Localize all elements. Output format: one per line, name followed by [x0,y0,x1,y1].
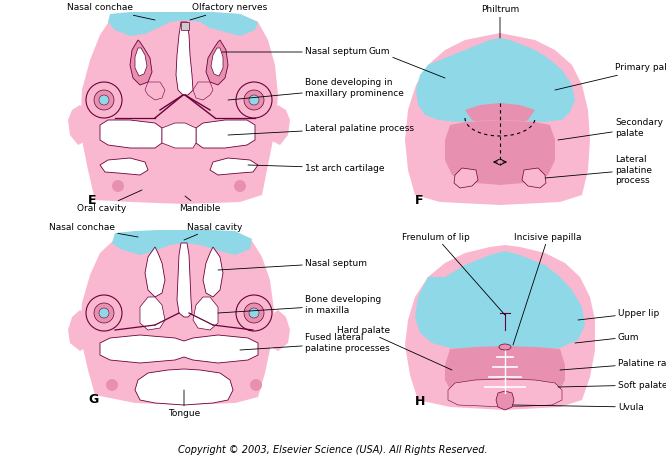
Polygon shape [454,168,478,188]
Text: Palatine raphe: Palatine raphe [560,359,666,370]
Polygon shape [100,158,148,175]
Polygon shape [405,245,595,410]
Text: Bone developing in
maxillary prominence: Bone developing in maxillary prominence [228,78,404,100]
Polygon shape [177,243,192,317]
Polygon shape [193,82,213,100]
Polygon shape [140,297,165,330]
Text: Philtrum: Philtrum [481,6,519,38]
Polygon shape [112,230,252,255]
Polygon shape [445,346,565,403]
Text: Lateral
palatine
process: Lateral palatine process [545,155,652,185]
Polygon shape [196,120,255,148]
Text: E: E [88,194,97,207]
Text: Nasal conchae: Nasal conchae [49,222,138,237]
Text: Olfactory nerves: Olfactory nerves [190,4,268,20]
Text: Nasal septum: Nasal septum [222,47,367,57]
Polygon shape [203,247,223,297]
Text: Uvula: Uvula [513,403,644,412]
Text: Gum: Gum [368,47,445,78]
Text: Tongue: Tongue [168,390,200,418]
Polygon shape [496,391,514,410]
Polygon shape [465,103,535,127]
Polygon shape [448,379,562,407]
Circle shape [244,90,264,110]
Polygon shape [100,120,162,148]
Polygon shape [80,12,278,204]
Circle shape [250,379,262,391]
Polygon shape [522,168,546,188]
Circle shape [86,82,122,118]
Text: Secondary
palate: Secondary palate [558,118,663,140]
Circle shape [106,379,118,391]
Polygon shape [80,230,274,405]
Polygon shape [145,247,165,297]
Circle shape [236,295,272,331]
Polygon shape [176,22,193,95]
Text: Oral cavity: Oral cavity [77,190,142,213]
Text: Fused lateral
palatine processes: Fused lateral palatine processes [240,333,390,352]
Circle shape [86,295,122,331]
Polygon shape [162,123,196,148]
Polygon shape [211,48,223,76]
Text: Incisive papilla: Incisive papilla [513,232,581,345]
Polygon shape [135,369,233,405]
Polygon shape [135,48,147,76]
Polygon shape [206,40,228,85]
Polygon shape [405,33,590,205]
Text: F: F [415,194,424,207]
Text: Nasal cavity: Nasal cavity [184,222,242,240]
Polygon shape [268,105,290,145]
Text: Nasal septum: Nasal septum [218,259,367,270]
Circle shape [112,180,124,192]
Polygon shape [435,120,565,192]
Text: Primary palate: Primary palate [555,64,666,90]
Polygon shape [415,251,585,351]
Text: G: G [88,393,99,406]
Polygon shape [416,38,575,122]
Polygon shape [145,82,165,100]
Text: Lateral palatine process: Lateral palatine process [228,124,414,135]
Polygon shape [268,310,290,351]
Polygon shape [130,40,152,85]
Text: H: H [415,395,426,408]
Text: 1st arch cartilage: 1st arch cartilage [248,164,384,173]
Polygon shape [181,22,189,30]
Polygon shape [100,335,258,363]
Text: Bone developing
in maxilla: Bone developing in maxilla [218,295,381,315]
Circle shape [236,82,272,118]
Ellipse shape [499,344,511,350]
Polygon shape [108,12,258,36]
Polygon shape [68,105,90,145]
Circle shape [99,95,109,105]
Text: Upper lip: Upper lip [578,308,659,320]
Circle shape [244,303,264,323]
Text: Frenulum of lip: Frenulum of lip [402,232,505,315]
Circle shape [99,308,109,318]
Polygon shape [445,120,555,185]
Text: Nasal conchae: Nasal conchae [67,4,155,20]
Circle shape [249,308,259,318]
Polygon shape [210,158,258,175]
Circle shape [249,95,259,105]
Text: Soft palate: Soft palate [558,380,666,390]
Polygon shape [193,297,218,330]
Text: Gum: Gum [575,332,639,343]
Text: Mandible: Mandible [179,196,220,213]
Text: Copyright © 2003, Elsevier Science (USA). All Rights Reserved.: Copyright © 2003, Elsevier Science (USA)… [178,445,488,455]
Polygon shape [68,310,90,351]
Text: Hard palate: Hard palate [337,326,452,370]
Circle shape [94,90,114,110]
Circle shape [234,180,246,192]
Circle shape [94,303,114,323]
